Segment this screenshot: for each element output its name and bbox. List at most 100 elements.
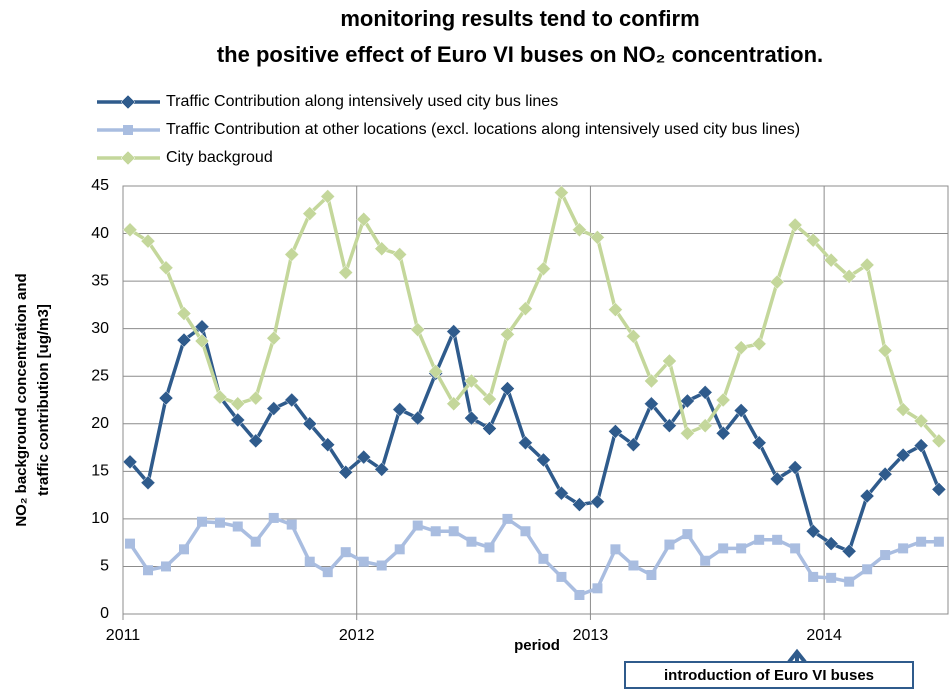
marker [931, 482, 947, 497]
marker [250, 536, 261, 547]
annotation-box [624, 661, 914, 689]
legend-marker [120, 150, 136, 166]
marker [898, 543, 909, 554]
marker [320, 437, 336, 453]
series-line [129, 190, 941, 443]
marker [356, 211, 372, 227]
marker [862, 564, 873, 575]
marker [626, 328, 641, 344]
marker [466, 536, 477, 547]
marker [232, 521, 243, 532]
marker [895, 447, 911, 463]
y-tick-label: 45 [91, 177, 109, 194]
marker [913, 413, 929, 429]
marker [718, 543, 729, 554]
marker [590, 494, 605, 510]
marker [122, 454, 138, 470]
marker [518, 301, 533, 317]
marker [410, 322, 426, 337]
marker [662, 418, 677, 434]
y-tick-label: 25 [91, 367, 109, 384]
marker [302, 416, 318, 432]
marker [448, 526, 459, 537]
marker [176, 332, 192, 348]
marker [196, 516, 207, 527]
marker [520, 526, 531, 537]
marker [733, 403, 749, 418]
marker [338, 464, 354, 480]
marker [212, 389, 228, 405]
legend-label: Traffic Contribution along intensively u… [166, 93, 558, 110]
marker [608, 424, 623, 439]
marker [304, 556, 315, 567]
marker [933, 536, 944, 547]
marker [751, 435, 767, 451]
x-tick-label: 2013 [573, 627, 609, 644]
marker [284, 247, 300, 262]
marker [808, 571, 819, 582]
marker [628, 560, 639, 571]
marker [931, 433, 947, 449]
marker [859, 257, 875, 273]
marker [518, 435, 533, 451]
marker [464, 373, 479, 389]
marker [662, 353, 677, 369]
marker [376, 560, 387, 571]
marker [826, 572, 837, 583]
marker [248, 433, 264, 449]
marker [464, 410, 479, 426]
marker [410, 410, 426, 426]
marker [392, 402, 408, 417]
marker [682, 529, 693, 540]
marker [877, 466, 893, 482]
marker [844, 576, 855, 587]
y-axis-label: NO₂ background concentration and [13, 273, 30, 526]
marker [322, 567, 333, 578]
marker [680, 393, 695, 409]
marker [340, 547, 351, 558]
marker [787, 460, 803, 475]
marker [125, 538, 136, 549]
marker [823, 252, 839, 268]
marker [302, 206, 318, 221]
y-tick-label: 10 [91, 510, 109, 527]
marker [143, 565, 154, 576]
marker [266, 330, 282, 346]
marker [230, 396, 246, 412]
marker [697, 418, 713, 434]
x-tick-label: 2012 [339, 627, 375, 644]
marker [610, 544, 621, 555]
marker [859, 488, 875, 504]
marker [644, 373, 659, 389]
legend-marker [120, 94, 136, 110]
marker [916, 536, 927, 547]
marker [266, 401, 282, 416]
marker [592, 583, 603, 594]
marker [736, 543, 747, 554]
marker [646, 570, 657, 581]
marker [214, 517, 225, 528]
legend-marker [123, 125, 133, 135]
marker [538, 553, 549, 564]
marker [394, 544, 405, 555]
marker [140, 475, 156, 491]
marker [841, 269, 857, 284]
marker [446, 324, 462, 339]
marker [140, 233, 156, 249]
legend-label: Traffic Contribution at other locations … [166, 121, 800, 138]
marker [733, 340, 749, 356]
marker [430, 526, 441, 537]
marker [338, 265, 354, 280]
x-tick-label: 2014 [806, 627, 842, 644]
marker [248, 390, 264, 406]
marker [500, 327, 515, 342]
marker [502, 513, 513, 524]
marker [554, 185, 569, 201]
marker [374, 241, 390, 257]
marker [787, 217, 803, 233]
marker [536, 452, 551, 468]
marker [664, 539, 675, 550]
marker [374, 462, 390, 477]
marker [284, 392, 300, 408]
marker [841, 543, 857, 559]
